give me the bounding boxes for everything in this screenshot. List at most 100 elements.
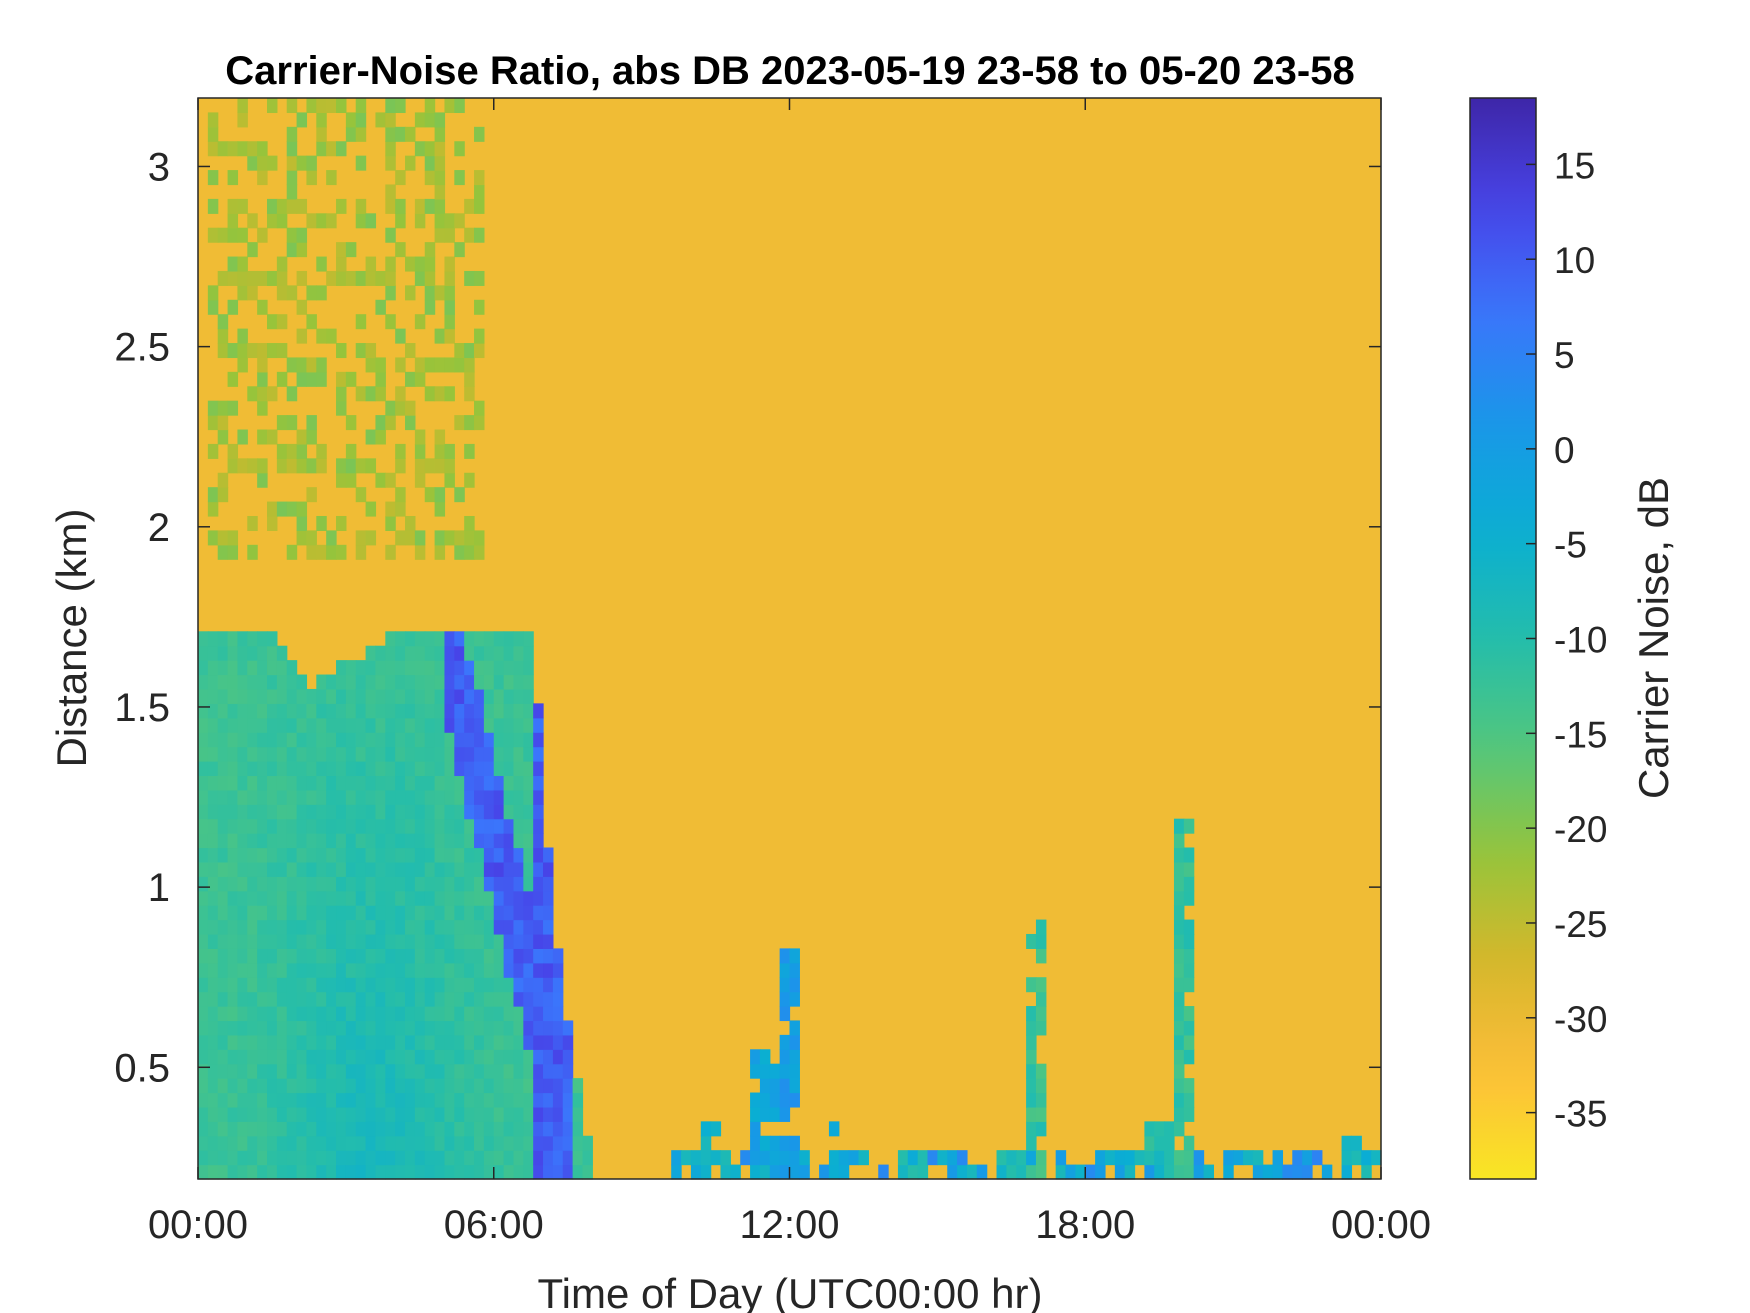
heatmap-cell bbox=[227, 227, 239, 243]
heatmap-cell bbox=[543, 1150, 554, 1166]
heatmap-cell bbox=[493, 890, 505, 906]
heatmap-cell bbox=[444, 1006, 455, 1022]
heatmap-cell bbox=[503, 1063, 515, 1079]
heatmap-cell bbox=[365, 501, 377, 517]
heatmap-cell bbox=[217, 847, 229, 863]
heatmap-cell bbox=[405, 515, 416, 531]
heatmap-cell bbox=[207, 501, 219, 517]
heatmap-cell bbox=[365, 1164, 377, 1180]
heatmap-cell bbox=[513, 761, 524, 777]
heatmap-cell bbox=[474, 1135, 485, 1151]
heatmap-cell bbox=[414, 443, 426, 459]
heatmap-cell bbox=[671, 1164, 682, 1180]
heatmap-cell bbox=[750, 1106, 761, 1122]
heatmap-cell bbox=[1026, 1092, 1037, 1108]
heatmap-cell bbox=[316, 544, 327, 560]
heatmap-cell bbox=[454, 1106, 465, 1122]
heatmap-cell bbox=[424, 141, 436, 157]
heatmap-cell bbox=[434, 386, 446, 402]
heatmap-cell bbox=[326, 991, 337, 1007]
heatmap-cell bbox=[700, 1164, 712, 1180]
heatmap-cell bbox=[1173, 861, 1185, 877]
heatmap-cell bbox=[464, 1034, 475, 1050]
heatmap-cell bbox=[414, 357, 426, 373]
heatmap-cell bbox=[375, 703, 386, 719]
heatmap-cell bbox=[345, 761, 357, 777]
heatmap-cell bbox=[345, 919, 357, 935]
heatmap-cell bbox=[296, 530, 308, 546]
heatmap-cell bbox=[483, 746, 495, 762]
heatmap-cell bbox=[523, 688, 534, 704]
colorbar-label: Carrier Noise, dB bbox=[1630, 477, 1677, 799]
heatmap-cell bbox=[345, 688, 357, 704]
heatmap-cell bbox=[414, 977, 426, 993]
heatmap-cell bbox=[237, 919, 248, 935]
heatmap-cell bbox=[454, 1034, 465, 1050]
heatmap-cell bbox=[917, 1150, 929, 1166]
heatmap-cell bbox=[395, 386, 406, 402]
x-tick-label: 06:00 bbox=[444, 1203, 544, 1247]
heatmap-cell bbox=[493, 674, 505, 690]
heatmap-cell bbox=[207, 991, 219, 1007]
heatmap-cell bbox=[474, 1006, 485, 1022]
heatmap-cell bbox=[276, 415, 288, 431]
heatmap-cell bbox=[326, 919, 337, 935]
heatmap-cell bbox=[493, 905, 505, 921]
heatmap-cell bbox=[444, 1150, 455, 1166]
heatmap-cell bbox=[1223, 1164, 1234, 1180]
heatmap-cell bbox=[513, 688, 524, 704]
heatmap-cell bbox=[454, 890, 465, 906]
heatmap-cell bbox=[217, 688, 229, 704]
heatmap-cell bbox=[414, 1150, 426, 1166]
heatmap-cell bbox=[355, 1121, 367, 1137]
heatmap-cell bbox=[316, 112, 327, 128]
heatmap-cell bbox=[286, 1135, 298, 1151]
heatmap-cell bbox=[276, 703, 288, 719]
heatmap-cell bbox=[424, 1164, 436, 1180]
heatmap-cell bbox=[247, 1106, 258, 1122]
heatmap-cell bbox=[730, 1164, 741, 1180]
heatmap-cell bbox=[937, 1150, 948, 1166]
heatmap-cell bbox=[1183, 1150, 1195, 1166]
colorbar-tick-label: -25 bbox=[1554, 904, 1607, 945]
heatmap-cell bbox=[1154, 1135, 1165, 1151]
heatmap-cell bbox=[355, 98, 367, 114]
heatmap-cell bbox=[493, 1049, 505, 1065]
heatmap-cell bbox=[1272, 1150, 1284, 1166]
heatmap-cell bbox=[385, 256, 396, 272]
heatmap-cell bbox=[1361, 1150, 1372, 1166]
heatmap-cell bbox=[395, 789, 406, 805]
heatmap-cell bbox=[227, 1106, 239, 1122]
heatmap-cell bbox=[424, 804, 436, 820]
heatmap-cell bbox=[1183, 1006, 1195, 1022]
heatmap-cell bbox=[464, 415, 475, 431]
heatmap-cell bbox=[247, 544, 258, 560]
heatmap-cell bbox=[444, 227, 455, 243]
heatmap-cell bbox=[444, 905, 455, 921]
heatmap-cell bbox=[464, 1106, 475, 1122]
heatmap-cell bbox=[385, 415, 396, 431]
heatmap-cell bbox=[543, 861, 554, 877]
heatmap-cell bbox=[483, 1164, 495, 1180]
heatmap-cell bbox=[395, 328, 406, 344]
heatmap-cell bbox=[365, 213, 377, 229]
heatmap-cell bbox=[395, 775, 406, 791]
heatmap-cell bbox=[286, 170, 298, 186]
heatmap-cell bbox=[474, 732, 485, 748]
heatmap-cell bbox=[355, 933, 367, 949]
heatmap-cell bbox=[375, 732, 386, 748]
heatmap-cell bbox=[355, 270, 367, 286]
heatmap-cell bbox=[464, 948, 475, 964]
heatmap-cell bbox=[296, 515, 308, 531]
heatmap-cell bbox=[217, 328, 229, 344]
heatmap-cell bbox=[365, 732, 377, 748]
heatmap-cell bbox=[552, 1006, 564, 1022]
heatmap-cell bbox=[1154, 1150, 1165, 1166]
heatmap-cell bbox=[1035, 1106, 1047, 1122]
heatmap-cell bbox=[405, 847, 416, 863]
heatmap-cell bbox=[474, 1150, 485, 1166]
heatmap-cell bbox=[217, 717, 229, 733]
heatmap-cell bbox=[464, 1078, 475, 1094]
heatmap-cell bbox=[444, 1063, 455, 1079]
heatmap-cell bbox=[848, 1150, 860, 1166]
